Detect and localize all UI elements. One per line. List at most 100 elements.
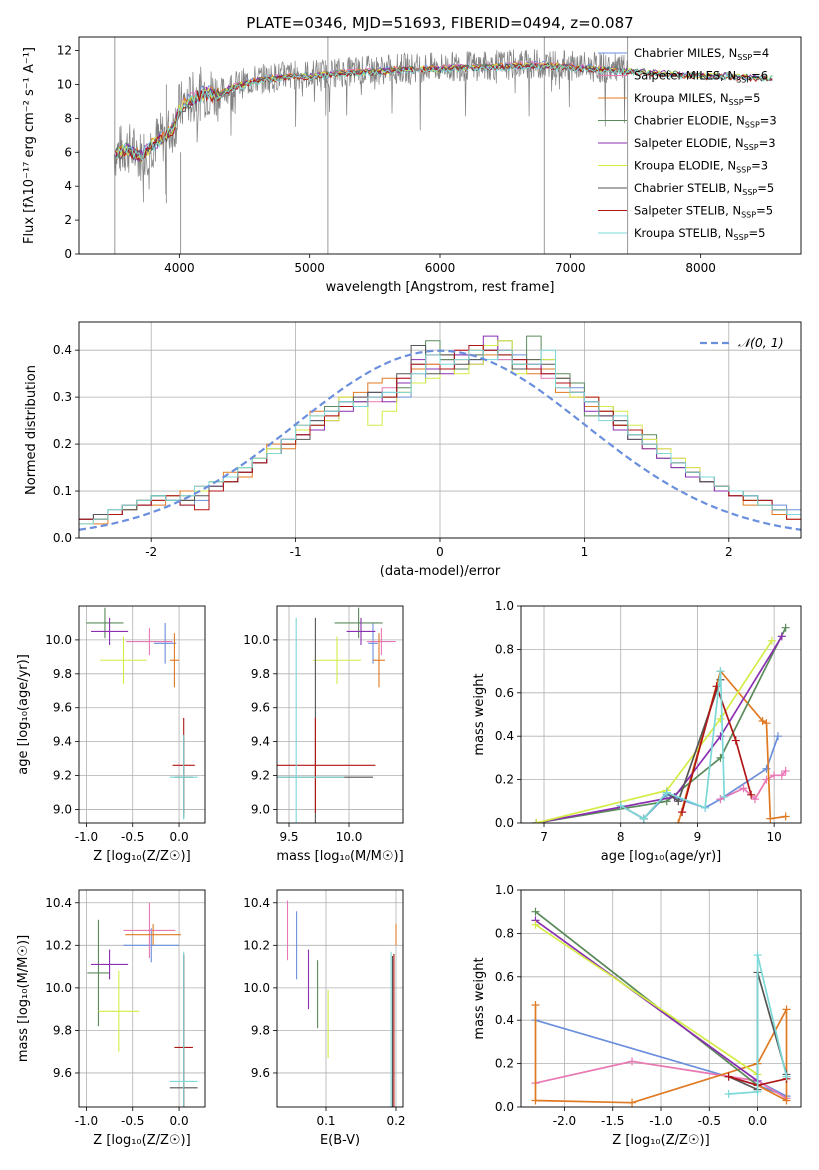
legend-subscript: SSP [745,121,760,130]
weight-series-line [536,635,783,823]
y-tick-label: 0.6 [495,686,514,700]
figure-title: PLATE=0346, MJD=51693, FIBERID=0494, z=0… [246,14,633,32]
weight-marker [724,1072,733,1081]
axes-frame [276,605,404,824]
residuals-legend: 𝒩(0, 1) [700,335,784,350]
weight-marker [674,797,683,806]
y-tick-label: 9.6 [53,701,72,715]
y-tick-label: 10.0 [45,981,72,995]
legend-label: Salpeter STELIB, NSSP=5 [634,204,773,220]
legend-subscript: SSP [734,233,749,242]
legend-subscript: SSP [737,53,752,62]
y-tick-label: 9.2 [251,769,270,783]
x-tick-label: 6000 [425,261,456,275]
x-tick-label: 2 [725,545,733,559]
x-tick-label: 0.2 [386,1114,405,1128]
legend-subscript: SSP [729,98,744,107]
y-axis-label: mass weight [472,957,487,1039]
weight-lines [532,623,790,823]
x-tick-label: -1.5 [601,1114,624,1128]
x-tick-label: 9 [694,830,702,844]
y-tick-label: 0.0 [495,1100,514,1114]
legend-suffix: =3 [759,136,776,150]
legend-label: Chabrier STELIB, NSSP=5 [634,181,774,197]
x-axis-label: Z [log₁₀(Z/Z☉)] [93,849,190,864]
weight-marker [781,766,790,775]
weight-marker [662,788,671,797]
y-tick-label: 10.0 [45,633,72,647]
x-axis-label: age [log₁₀(age/yr)] [601,849,722,864]
y-tick-label: 0.0 [53,531,72,545]
legend-subscript: SSP [741,211,756,220]
x-tick-label: 0.1 [316,1114,335,1128]
weight-marker [716,667,725,676]
errorbars [277,607,396,823]
y-tick-label: 1.0 [495,599,514,613]
axes-frame [78,889,206,1108]
x-tick-label: 8 [617,830,625,844]
x-axis-label: Z [log₁₀(Z/Z☉)] [612,1133,709,1148]
y-axis-label: mass [log₁₀(M/M☉)] [16,935,31,1062]
axes-frame [520,605,802,824]
y-tick-label: 0.3 [53,390,72,404]
y-tick-label: 0.4 [495,729,514,743]
weight-series-line [536,627,787,823]
x-tick-label: -0.5 [121,1114,144,1128]
weight-marker [777,632,786,641]
weight-marker [628,1057,637,1066]
weight-marker [739,784,748,793]
weight-marker [531,1096,540,1105]
x-tick-label: -1 [290,545,302,559]
weight-lines [531,907,791,1107]
mass-vs-metallicity-panel: -1.0 -0.5 0.0 9.6 9.8 10.0 10.2 10.4 Z [log₁₀(Z/… [16,889,206,1148]
legend-subscript: SSP [742,188,757,197]
y-tick-label: 9.4 [251,735,270,749]
x-tick-label: -1.0 [75,1114,98,1128]
x-tick-label: 0 [436,545,444,559]
model-spectrum-line [115,63,773,160]
weight-marker [628,1098,637,1107]
x-tick-label: 7 [540,830,548,844]
weight-series-line [681,683,752,813]
legend-label: 𝒩(0, 1) [738,335,784,350]
weight-series-line [535,923,759,1076]
y-tick-label: 8 [64,111,72,125]
axes-frame [78,605,206,824]
weight-marker [701,803,710,812]
axes-frame [78,321,802,539]
weight-marker [782,1072,791,1081]
y-tick-label: 0.6 [495,970,514,984]
weight-marker [720,792,729,801]
weight-series-line [535,1060,787,1100]
x-tick-label: -2 [145,545,157,559]
axes-frame [520,889,802,1108]
y-tick-label: 10.2 [243,938,270,952]
y-tick-label: 9.4 [53,735,72,749]
x-axis-label: Z [log₁₀(Z/Z☉)] [93,1133,190,1148]
y-tick-label: 9.2 [53,769,72,783]
weight-marker [674,819,683,823]
x-tick-label: 4000 [164,261,195,275]
weight-marker [747,790,756,799]
x-axis-label: (data-model)/error [380,564,501,579]
x-tick-label: -1.0 [75,830,98,844]
weight-marker [532,819,541,823]
normal-curve [79,349,801,531]
y-tick-label: 10.0 [243,981,270,995]
y-tick-label: 9.8 [53,1023,72,1037]
weight-marker [781,812,790,821]
spectrum-legend: Chabrier MILES, NSSP=4 Salpeter MILES, NS… [598,46,777,242]
weight-marker [753,951,762,960]
y-tick-label: 9.0 [53,802,72,816]
y-tick-label: 0.2 [495,773,514,787]
x-tick-label: 0.0 [170,830,189,844]
y-axis-label: mass weight [472,673,487,755]
x-tick-label: 7000 [555,261,586,275]
y-tick-label: 6 [64,145,72,159]
legend-label: Salpeter ELODIE, NSSP=3 [634,136,776,152]
weight-marker [531,907,540,916]
legend-subscript: SSP [736,76,751,85]
weight-marker [639,814,648,823]
y-axis-label: age [log₁₀(age/yr)] [16,654,31,775]
